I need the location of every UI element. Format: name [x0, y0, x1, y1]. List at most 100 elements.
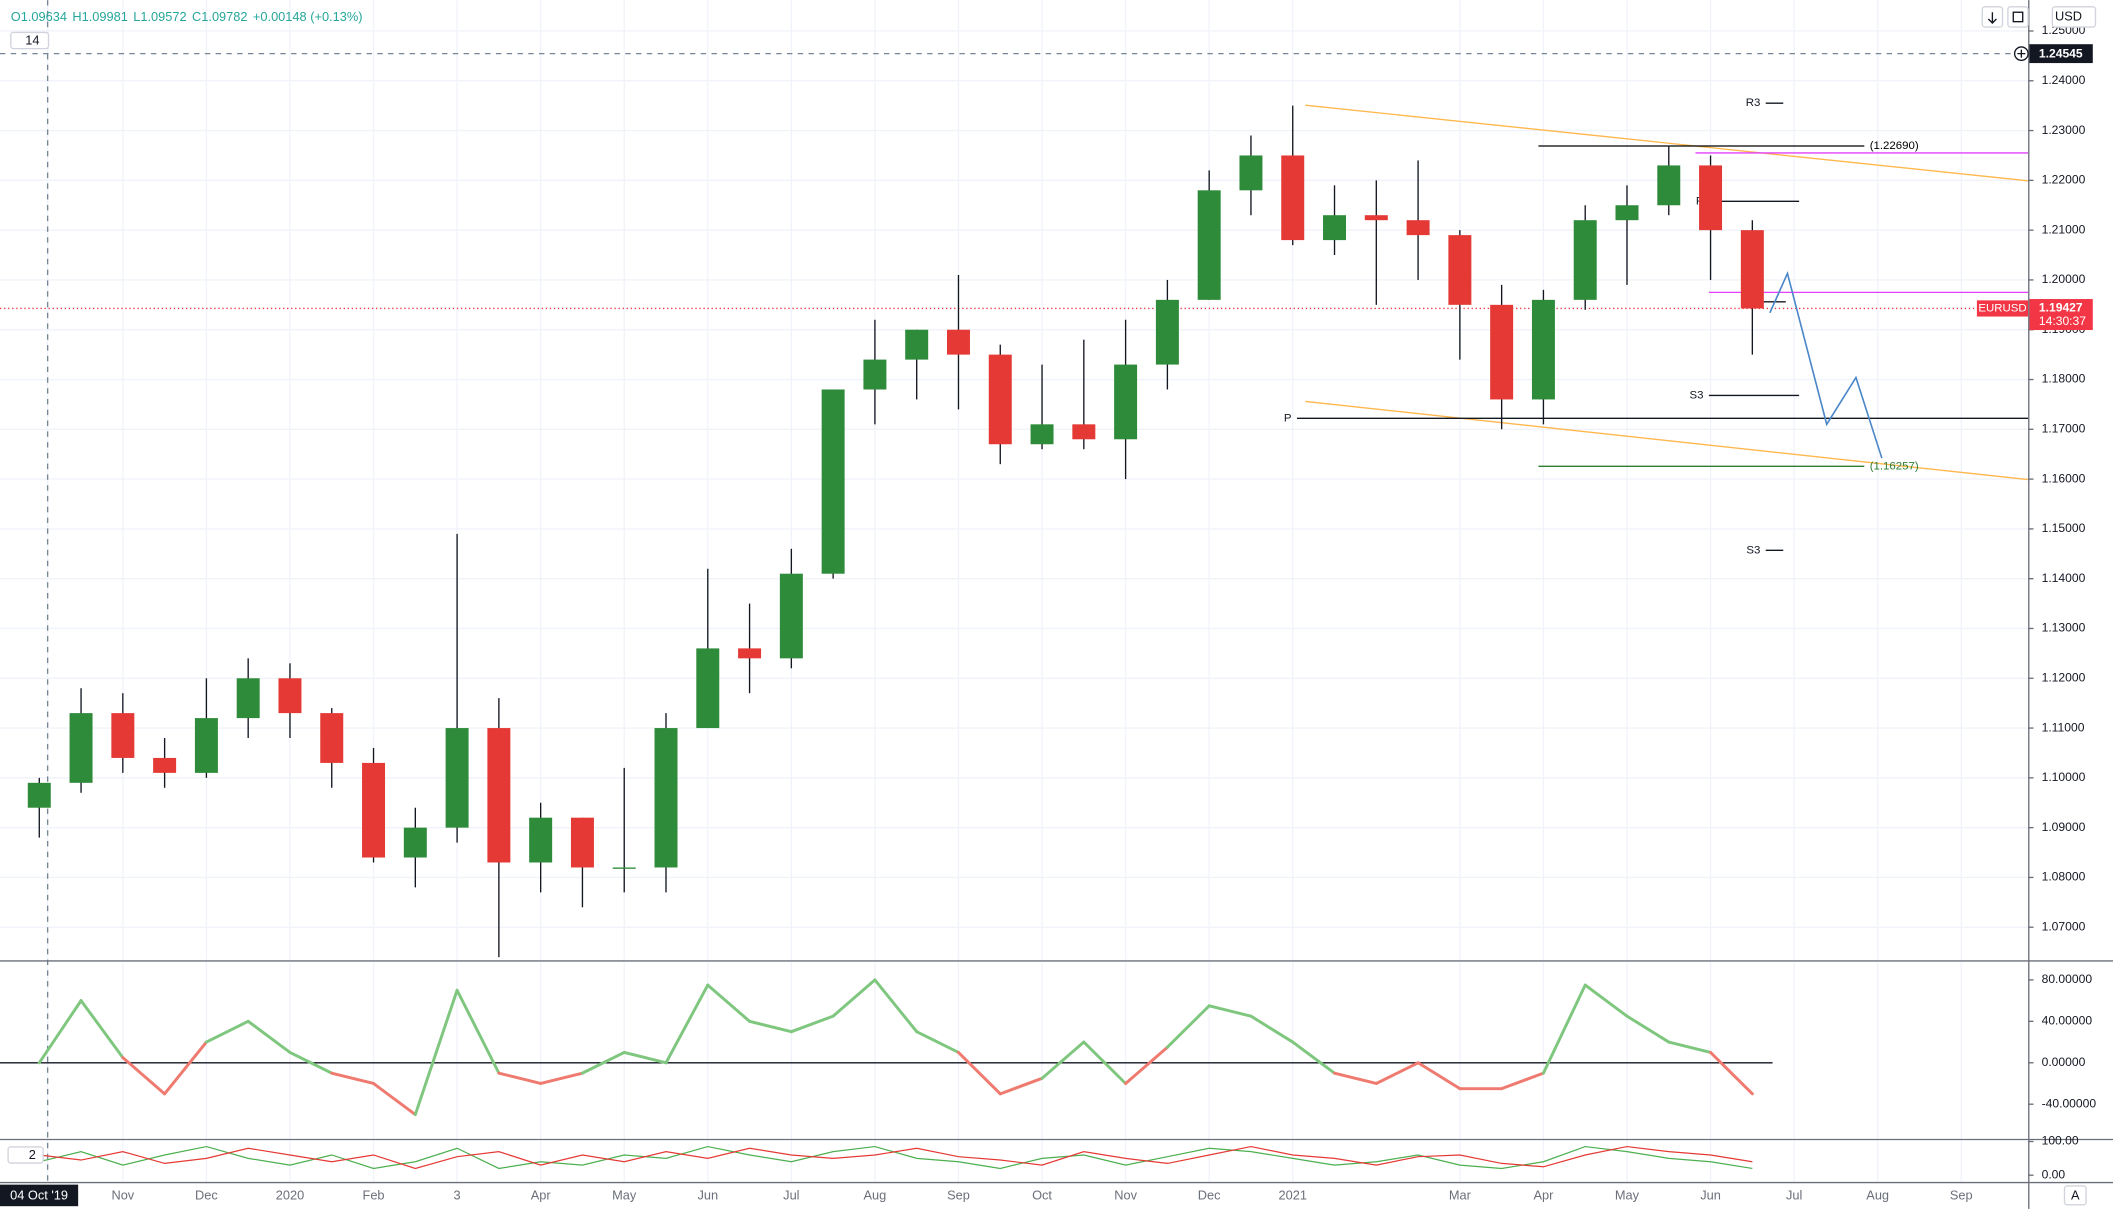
ohlc-value: H1.09981: [72, 9, 128, 24]
oscillator-segment: [1207, 1004, 1253, 1018]
candle-body: [946, 329, 970, 355]
candle-body: [362, 762, 386, 858]
oscillator-segment: [1416, 1061, 1462, 1091]
pivot-label: R3: [1746, 97, 1761, 109]
y-tick-label: 1.20000: [2042, 272, 2086, 286]
x-tick-label: Dec: [1198, 1187, 1221, 1202]
y-tick-label: -40.00000: [2042, 1096, 2097, 1110]
candle-body: [821, 389, 845, 574]
axes: 04 Oct '19 Nov Dec 2020 Feb 3 Apr May Jun Jul Aug S…: [0, 23, 2097, 1207]
candle-body: [1406, 220, 1430, 236]
y-tick-label: 0.00000: [2042, 1055, 2086, 1069]
oscillator-segment: [998, 1076, 1044, 1096]
x-tick-label: Feb: [363, 1187, 385, 1202]
x-tick-label: Nov: [1114, 1187, 1137, 1202]
candle-body: [1657, 165, 1681, 206]
candle-body: [1699, 165, 1723, 231]
candle-body: [403, 827, 427, 858]
y-tick-label: 1.08000: [2042, 870, 2086, 884]
fullscreen-button[interactable]: [2007, 6, 2029, 28]
pivot-label: S3: [1746, 544, 1760, 556]
candle-body: [1323, 215, 1347, 241]
oscillator-segment: [204, 1019, 250, 1044]
candle-body: [1072, 424, 1096, 440]
oscillator-segment: [455, 988, 501, 1075]
candle-body: [445, 728, 469, 828]
level-label: (1.22690): [1870, 140, 1919, 152]
candle-body: [696, 648, 720, 729]
oscillator-segment: [1541, 983, 1587, 1075]
candle-body: [487, 728, 511, 863]
candle-body: [529, 817, 553, 863]
last-price-tag: [2029, 299, 2093, 331]
oscillator-segment: [1625, 1014, 1671, 1044]
candle-body: [194, 718, 218, 773]
oscillator-segment: [372, 1082, 417, 1117]
oscillator-segment: [622, 1050, 668, 1065]
y-tick-label: 1.10000: [2042, 770, 2086, 784]
x-tick-label: Jun: [697, 1187, 718, 1202]
y-tick-label: 1.21000: [2042, 222, 2086, 236]
marks: (1.22690)(1.16257)R3PPS3S3P: [0, 0, 2029, 1182]
x-tick-label: 3: [454, 1187, 461, 1202]
oscillator-segment: [330, 1071, 376, 1085]
x-tick-label: Aug: [1866, 1187, 1889, 1202]
time-crosshair-badge: [0, 1184, 79, 1207]
auto-scale-button[interactable]: [2063, 1185, 2087, 1206]
grid: [0, 0, 2029, 1182]
oscillator-segment: [1082, 1040, 1128, 1085]
oscillator-segment: [121, 1056, 167, 1096]
candle-body: [1030, 424, 1054, 445]
candle-body: [738, 648, 762, 659]
legend-header: O1.09634 H1.09981 L1.09572 C1.09782 +0.00148…: [11, 9, 363, 24]
ohlc-value: +0.00148 (+0.13%): [253, 9, 363, 24]
oscillator-segment: [246, 1019, 292, 1054]
x-tick-label: 2020: [276, 1187, 304, 1202]
projection-path: [1769, 271, 1883, 459]
trend-line: [1305, 104, 2029, 182]
auto-scale-label: A: [2071, 1187, 2080, 1202]
candle-body: [1364, 215, 1388, 221]
fullscreen-icon: [2012, 11, 2024, 23]
oscillator-segment: [413, 988, 459, 1117]
y-tick-label: 40.00000: [2042, 1014, 2093, 1028]
candle-body: [1114, 364, 1138, 440]
y-tick-label: 1.24000: [2042, 73, 2086, 87]
countdown-label: 14:30:37: [2039, 314, 2086, 328]
oscillator-segment: [1249, 1014, 1295, 1044]
y-tick-label: 1.16000: [2042, 471, 2086, 485]
indicator-toggle[interactable]: [10, 31, 50, 50]
oscillator-segment: [915, 1030, 960, 1054]
x-tick-label: Dec: [195, 1187, 218, 1202]
crosshair-price-label: 1.24545: [2039, 47, 2083, 61]
candle-body: [1531, 299, 1555, 400]
x-tick-label: Sep: [1950, 1187, 1973, 1202]
x-tick-label: 2021: [1279, 1187, 1307, 1202]
candle-body: [1448, 235, 1472, 305]
y-tick-label: 1.23000: [2042, 123, 2086, 137]
panel-toggle[interactable]: [7, 1146, 44, 1164]
ohlc-value: L1.09572: [133, 9, 186, 24]
indicator-count: 14: [25, 33, 39, 48]
x-tick-label: Jul: [1786, 1187, 1802, 1202]
x-tick-label: 04 Oct '19: [10, 1187, 68, 1202]
candle-body: [1281, 155, 1305, 241]
candle-body: [236, 678, 260, 719]
pivot-label: S3: [1689, 389, 1703, 401]
y-tick-label: 1.09000: [2042, 820, 2086, 834]
candle-body: [1197, 190, 1221, 300]
candle-body: [612, 867, 636, 869]
y-tick-label: 1.11000: [2042, 720, 2085, 734]
y-tick-label: 1.22000: [2042, 173, 2086, 187]
candle-body: [863, 359, 887, 390]
y-tick-label: 1.17000: [2042, 422, 2086, 436]
panel-count: 2: [29, 1147, 36, 1162]
indicator-line: [39, 1145, 1753, 1170]
oscillator-segment: [497, 1071, 543, 1085]
candle-body: [570, 817, 594, 868]
currency-select[interactable]: [2051, 6, 2097, 28]
candle-body: [1573, 220, 1597, 300]
oscillator-segment: [1165, 1004, 1211, 1049]
